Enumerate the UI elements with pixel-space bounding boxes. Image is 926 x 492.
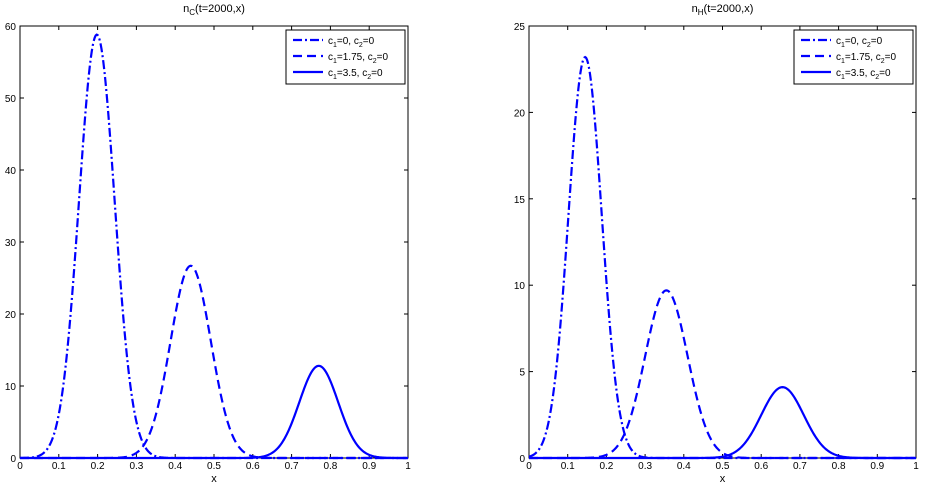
legend-label-2: c1=1.75, c2=0 bbox=[328, 52, 389, 65]
legend: c1=0, c2=0 c1=1.75, c2=0 c1=3.5, c2=0 bbox=[285, 29, 406, 85]
legend-label-2: c1=1.75, c2=0 bbox=[836, 52, 897, 65]
y-tick-label: 40 bbox=[5, 166, 17, 177]
y-tick-label: 0 bbox=[519, 454, 525, 465]
y-tick-label: 10 bbox=[5, 382, 17, 393]
x-tick-label: 0.2 bbox=[599, 461, 613, 472]
y-tick-label: 50 bbox=[5, 94, 17, 105]
x-tick-label: 0.9 bbox=[870, 461, 884, 472]
x-axis-label: x bbox=[211, 473, 217, 485]
chart-panel-2: nH(t=2000,x) 0 0.1 0.2 0.3 0.4 0.5 0.6 0.7 0.8 0.9… bbox=[514, 3, 919, 485]
x-tick-label: 0.8 bbox=[323, 461, 337, 472]
x-tick-label: 0.6 bbox=[754, 461, 768, 472]
y-tick-label: 10 bbox=[514, 281, 526, 292]
y-tick-label: 20 bbox=[5, 310, 17, 321]
x-tick-label: 0.4 bbox=[677, 461, 691, 472]
x-tick-label: 0.5 bbox=[716, 461, 730, 472]
y-tick-label: 0 bbox=[10, 454, 16, 465]
y-tick-label: 25 bbox=[514, 22, 526, 33]
x-tick-label: 0.1 bbox=[561, 461, 575, 472]
legend-label-1: c1=0, c2=0 bbox=[836, 36, 883, 49]
series-line-2 bbox=[20, 264, 408, 460]
legend: c1=0, c2=0 c1=1.75, c2=0 c1=3.5, c2=0 bbox=[793, 29, 914, 85]
x-tick-label: 0.9 bbox=[362, 461, 376, 472]
x-tick-label: 0 bbox=[526, 461, 532, 472]
x-tick-label: 0.5 bbox=[207, 461, 221, 472]
series-line-3 bbox=[529, 386, 916, 460]
plot-area-frame bbox=[19, 25, 409, 459]
y-tick-label: 20 bbox=[514, 108, 526, 119]
series-line-3 bbox=[20, 364, 408, 460]
x-tick-label: 0.3 bbox=[638, 461, 652, 472]
chart-panel-1: nC(t=2000,x) 0 0.1 0.2 0.3 0.4 0.5 0.6 0.7 0.8 0.9… bbox=[5, 3, 411, 485]
x-tick-label: 0.8 bbox=[832, 461, 846, 472]
y-tick-label: 60 bbox=[5, 22, 17, 33]
x-tick-label: 0.4 bbox=[168, 461, 182, 472]
y-tick-label: 5 bbox=[519, 368, 525, 379]
plot-area-frame bbox=[528, 25, 917, 459]
x-tick-label: 0.3 bbox=[129, 461, 143, 472]
legend-label-1: c1=0, c2=0 bbox=[328, 36, 375, 49]
x-tick-label: 0.6 bbox=[246, 461, 260, 472]
y-tick-label: 30 bbox=[5, 238, 17, 249]
y-tick-label: 15 bbox=[514, 195, 526, 206]
series-line-2 bbox=[529, 289, 916, 460]
legend-label-3: c1=3.5, c2=0 bbox=[328, 68, 383, 81]
x-tick-label: 0.7 bbox=[793, 461, 807, 472]
chart-title: nH(t=2000,x) bbox=[692, 3, 754, 17]
chart-title: nC(t=2000,x) bbox=[183, 3, 245, 17]
x-tick-label: 1 bbox=[913, 461, 919, 472]
series-line-1 bbox=[19, 33, 408, 460]
x-tick-label: 0 bbox=[17, 461, 23, 472]
x-tick-label: 1 bbox=[405, 461, 411, 472]
legend-label-3: c1=3.5, c2=0 bbox=[836, 68, 891, 81]
x-tick-label: 0.7 bbox=[285, 461, 299, 472]
x-axis-label: x bbox=[720, 473, 726, 485]
series-line-1 bbox=[528, 55, 916, 460]
x-tick-label: 0.1 bbox=[52, 461, 66, 472]
x-tick-label: 0.2 bbox=[91, 461, 105, 472]
